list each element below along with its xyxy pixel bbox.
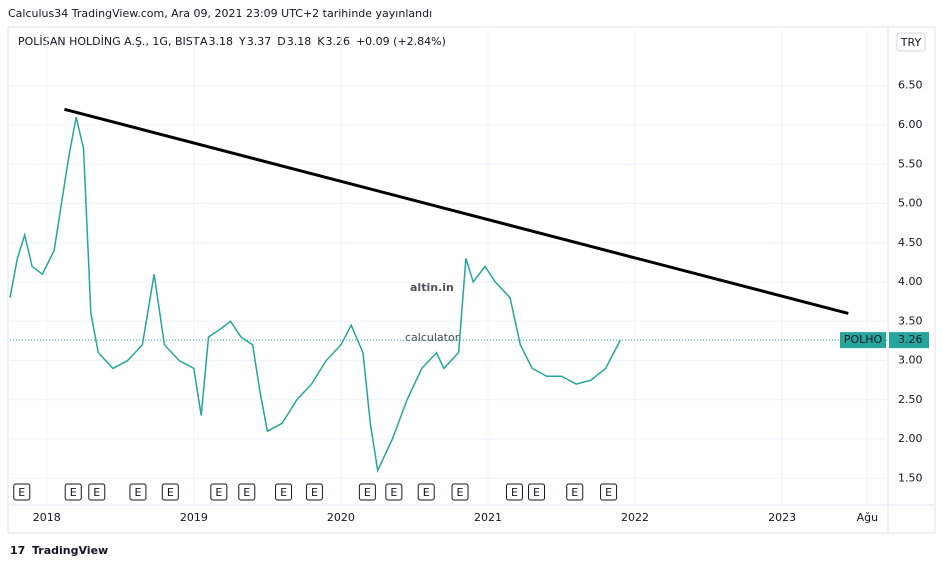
trendline bbox=[64, 107, 849, 315]
y-tick-label: 5.50 bbox=[898, 157, 923, 170]
ohlc-value: 3.18 bbox=[209, 35, 234, 48]
watermark: calculator bbox=[405, 331, 460, 344]
ohlc-value: 3.18 bbox=[287, 35, 312, 48]
earnings-marker bbox=[358, 483, 376, 501]
price-tag bbox=[889, 332, 929, 349]
earnings-marker bbox=[451, 483, 469, 501]
y-tick-label: 5.00 bbox=[898, 197, 923, 210]
y-tick-label: 3.50 bbox=[898, 314, 923, 327]
earnings-label: E bbox=[215, 486, 222, 499]
y-tick-label: 1.50 bbox=[898, 471, 923, 484]
ohlc-label: Y bbox=[238, 35, 246, 48]
y-tick-label: 6.00 bbox=[898, 118, 923, 131]
price-line bbox=[9, 116, 622, 473]
earnings-label: E bbox=[93, 486, 100, 499]
y-tick-label: 6.50 bbox=[898, 79, 923, 92]
earnings-label: E bbox=[167, 486, 174, 499]
earnings-label: E bbox=[243, 486, 250, 499]
earnings-label: E bbox=[533, 486, 540, 499]
symbol-title: POLİSAN HOLDİNG A.Ş., 1G, BIST bbox=[18, 35, 200, 48]
x-tick-label: 2021 bbox=[474, 511, 502, 524]
earnings-marker bbox=[600, 483, 618, 501]
watermark: altin.in bbox=[410, 281, 454, 294]
earnings-label: E bbox=[390, 486, 397, 499]
x-tick-label: 2020 bbox=[327, 511, 355, 524]
x-tick-label: 2022 bbox=[621, 511, 649, 524]
ohlc-label: D bbox=[277, 35, 285, 48]
earnings-marker bbox=[161, 483, 179, 501]
logo: 17 bbox=[10, 544, 25, 557]
x-tick-label: Ağu bbox=[857, 511, 878, 524]
currency: TRY bbox=[900, 36, 922, 49]
earnings-marker bbox=[505, 483, 523, 501]
y-tick-label: 4.00 bbox=[898, 275, 923, 288]
earnings-marker bbox=[64, 483, 82, 501]
earnings-label: E bbox=[311, 486, 318, 499]
y-tick-label: 3.00 bbox=[898, 354, 923, 367]
earnings-marker bbox=[417, 483, 435, 501]
earnings-marker bbox=[385, 483, 403, 501]
price-tag bbox=[840, 332, 886, 349]
price-tag-value: 3.26 bbox=[898, 333, 923, 346]
earnings-label: E bbox=[70, 486, 77, 499]
earnings-label: E bbox=[423, 486, 430, 499]
earnings-marker bbox=[88, 483, 106, 501]
currency-box[interactable] bbox=[896, 32, 926, 52]
footer: TradingView bbox=[32, 544, 108, 557]
earnings-label: E bbox=[457, 486, 464, 499]
change: +0.09 (+2.84%) bbox=[356, 35, 446, 48]
earnings-label: E bbox=[605, 486, 612, 499]
ohlc-value: 3.26 bbox=[325, 35, 350, 48]
x-tick-label: 2019 bbox=[180, 511, 208, 524]
header: Calculus34 TradingView.com, Ara 09, 2021… bbox=[8, 7, 432, 20]
earnings-marker bbox=[528, 483, 546, 501]
earnings-label: E bbox=[364, 486, 371, 499]
earnings-label: E bbox=[280, 486, 287, 499]
earnings-label: E bbox=[571, 486, 578, 499]
frame bbox=[7, 26, 936, 534]
earnings-marker bbox=[129, 483, 147, 501]
earnings-marker bbox=[305, 483, 323, 501]
y-tick-label: 2.50 bbox=[898, 393, 923, 406]
y-tick-label: 2.00 bbox=[898, 432, 923, 445]
y-tick-label: 4.50 bbox=[898, 236, 923, 249]
earnings-marker bbox=[238, 483, 256, 501]
x-tick-label: 2023 bbox=[768, 511, 796, 524]
earnings-label: E bbox=[511, 486, 518, 499]
price-tag-name: POLHO bbox=[844, 333, 883, 346]
earnings-marker bbox=[275, 483, 293, 501]
ohlc-label: A bbox=[200, 35, 208, 48]
ohlc-value: 3.37 bbox=[247, 35, 272, 48]
earnings-marker bbox=[13, 483, 31, 501]
x-tick-label: 2018 bbox=[33, 511, 61, 524]
earnings-marker bbox=[566, 483, 584, 501]
earnings-marker bbox=[210, 483, 228, 501]
earnings-label: E bbox=[134, 486, 141, 499]
ohlc-label: K bbox=[317, 35, 325, 48]
earnings-label: E bbox=[18, 486, 25, 499]
